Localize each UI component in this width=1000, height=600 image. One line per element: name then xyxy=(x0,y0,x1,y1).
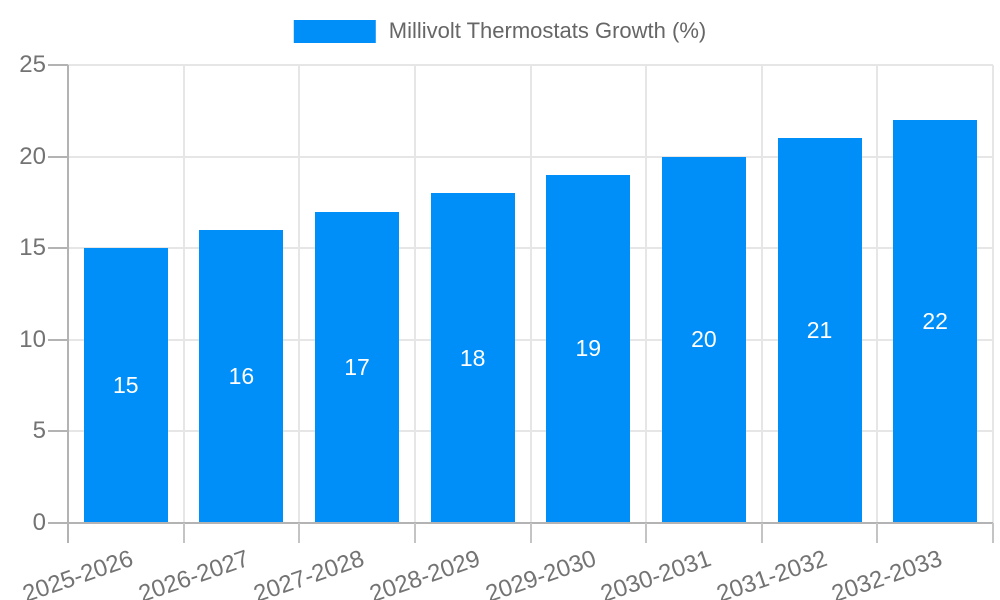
x-axis-tick xyxy=(645,523,648,543)
x-tick-label: 2030-2031 xyxy=(597,545,715,600)
gridline-vertical xyxy=(298,65,301,523)
bar-value-label: 15 xyxy=(113,372,139,399)
y-axis-line xyxy=(67,65,69,543)
bar-value-label: 17 xyxy=(344,353,370,380)
y-tick-label: 15 xyxy=(19,234,46,262)
gridline-vertical xyxy=(992,65,994,523)
bar-value-label: 20 xyxy=(691,326,717,353)
legend-swatch-icon xyxy=(293,19,376,43)
bar: 21 xyxy=(777,138,862,523)
gridline-vertical xyxy=(760,65,763,523)
x-axis-tick xyxy=(413,523,416,543)
bar: 19 xyxy=(546,174,631,523)
legend-series-label: Millivolt Thermostats Growth (%) xyxy=(388,18,707,43)
y-axis-tick xyxy=(48,338,68,341)
plot-area: 15 16 17 18 19 20 21 22 xyxy=(68,64,994,523)
bar-value-label: 16 xyxy=(228,362,255,389)
y-tick-label: 25 xyxy=(19,51,46,78)
x-axis-tick xyxy=(182,523,185,543)
y-axis-tick xyxy=(48,64,68,66)
bar: 15 xyxy=(83,248,168,523)
gridline-vertical xyxy=(413,65,416,523)
x-tick-label: 2031-2032 xyxy=(713,545,831,600)
x-axis-tick xyxy=(760,523,763,543)
bar: 22 xyxy=(893,119,978,523)
y-axis-tick xyxy=(48,155,68,158)
y-tick-label: 0 xyxy=(32,509,46,536)
gridline-vertical xyxy=(529,65,532,523)
gridline-vertical xyxy=(645,65,648,523)
x-tick-label: 2027-2028 xyxy=(250,545,368,600)
gridline-vertical xyxy=(876,65,879,523)
bar: 16 xyxy=(199,229,284,523)
bar: 18 xyxy=(430,193,515,523)
x-axis-tick xyxy=(298,523,301,543)
chart-legend[interactable]: Millivolt Thermostats Growth (%) xyxy=(293,18,707,44)
bar-value-label: 21 xyxy=(806,317,833,344)
bar: 17 xyxy=(315,211,400,523)
x-axis-tick xyxy=(529,523,532,543)
y-tick-label: 20 xyxy=(19,142,46,170)
x-tick-label: 2029-2030 xyxy=(481,545,600,600)
x-tick-label: 2025-2026 xyxy=(19,545,137,600)
bar-value-label: 22 xyxy=(922,307,948,334)
y-tick-label: 5 xyxy=(32,417,46,445)
x-tick-label: 2032-2033 xyxy=(828,545,946,600)
bar-value-label: 18 xyxy=(459,344,486,371)
x-tick-label: 2028-2029 xyxy=(366,545,484,600)
y-tick-label: 10 xyxy=(19,325,46,353)
gridline-vertical xyxy=(182,65,185,523)
y-axis-tick xyxy=(48,430,68,433)
y-axis-tick xyxy=(48,247,68,250)
bar-value-label: 19 xyxy=(575,335,602,362)
x-tick-label: 2026-2027 xyxy=(134,545,253,600)
x-axis-line xyxy=(48,522,993,524)
x-axis-tick xyxy=(992,523,994,543)
bar: 20 xyxy=(661,156,746,523)
x-axis-tick xyxy=(876,523,879,543)
